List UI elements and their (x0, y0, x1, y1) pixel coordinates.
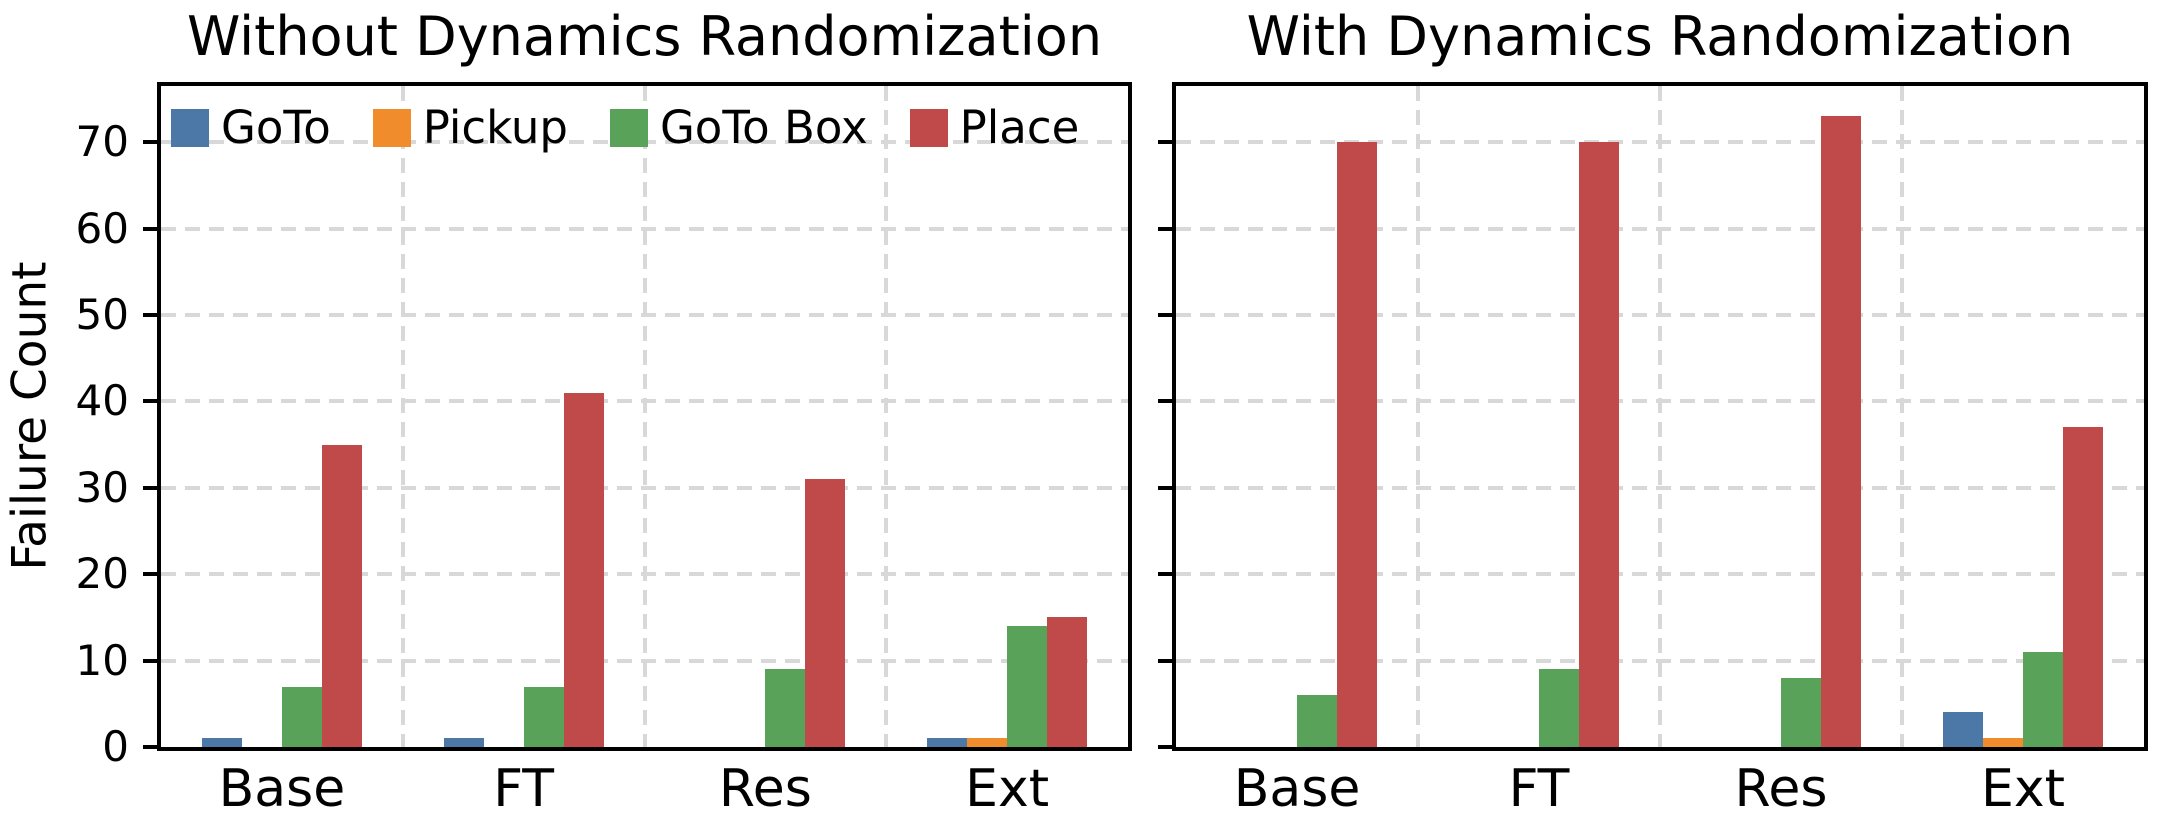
bar-place-ext (1047, 617, 1088, 747)
y-tick-label: 30 (75, 462, 129, 512)
bar-goto-box-res (765, 669, 806, 747)
bar-place-ft (1579, 142, 1619, 747)
y-tick-label: 50 (75, 289, 129, 339)
y-tick (143, 140, 157, 145)
bar-goto-ext (1943, 712, 1983, 747)
plot-area-left: 0 10 20 30 40 50 60 70 GoTo Pickup GoTo Box Place (76, 82, 1132, 768)
legend-swatch-goto (171, 109, 209, 147)
legend-swatch-place (909, 109, 948, 147)
legend-swatch-pickup (372, 109, 411, 147)
y-tick-label: 0 (102, 722, 129, 771)
x-tick-label: Ext (965, 759, 1050, 819)
bar-place-res (805, 479, 846, 747)
y-tick (1158, 745, 1172, 749)
y-tick (1158, 658, 1172, 663)
plot-area-right (1158, 82, 2148, 751)
bar-goto-box-base (1297, 695, 1337, 747)
y-tick (143, 399, 157, 404)
v-gridline (1900, 86, 1904, 747)
bar-goto-ext (927, 738, 968, 747)
x-tick-label: FT (493, 759, 555, 819)
legend-item: Place (909, 101, 1080, 154)
x-tick-label: Res (1734, 759, 1828, 819)
y-tick (143, 658, 157, 663)
legend-item: GoTo (171, 104, 331, 152)
y-tick (1158, 226, 1172, 231)
bar-goto-box-ft (523, 686, 564, 747)
bar-goto-box-ft (1539, 669, 1579, 747)
legend-item: GoTo Box (609, 101, 868, 154)
v-gridline (1416, 86, 1420, 747)
legend-label: GoTo (221, 101, 331, 154)
bar-goto-box-res (1781, 677, 1821, 747)
bar-place-base (321, 444, 362, 747)
legend-item: Pickup (372, 101, 568, 154)
v-gridline (400, 86, 405, 747)
y-tick (1158, 312, 1172, 317)
panel-title-left: Without Dynamics Randomization (186, 5, 1103, 68)
legend-swatch-goto-box (609, 109, 648, 147)
bar-goto-box-ext (1007, 626, 1048, 747)
legend-label: GoTo Box (659, 101, 868, 154)
y-tick (1158, 485, 1172, 490)
x-tick-label: FT (1508, 759, 1570, 819)
y-tick-label: 60 (75, 203, 129, 253)
legend-label: Pickup (422, 101, 568, 154)
x-tick-label: Res (718, 759, 812, 819)
bar-pickup-ext (1983, 738, 2023, 747)
x-tick-label: Base (1233, 759, 1361, 819)
bar-place-ext (2063, 427, 2103, 747)
v-gridline (884, 86, 889, 747)
bar-goto-box-ext (2023, 651, 2063, 747)
bar-goto-box-base (281, 686, 322, 747)
bar-place-ft (563, 392, 604, 747)
bar-goto-ft (443, 738, 484, 747)
y-tick (143, 572, 157, 577)
legend: GoTo Pickup GoTo Box Place (171, 104, 1079, 152)
bar-place-res (1821, 116, 1861, 747)
panel-title-right: With Dynamics Randomization (1246, 5, 2074, 68)
x-tick-label: Ext (1980, 759, 2066, 819)
y-tick-label: 20 (75, 549, 129, 599)
y-tick (143, 312, 157, 317)
y-tick (143, 226, 157, 231)
y-tick-label: 40 (75, 376, 129, 426)
v-gridline (642, 86, 647, 747)
y-tick (143, 745, 157, 749)
y-tick (143, 485, 157, 490)
y-tick (1158, 140, 1172, 145)
bar-pickup-ext (967, 738, 1008, 747)
y-tick-label: 10 (75, 635, 129, 685)
legend-label: Place (959, 101, 1080, 154)
v-gridline (1658, 86, 1662, 747)
y-tick (1158, 572, 1172, 577)
bar-goto-base (201, 738, 242, 747)
bar-place-base (1337, 142, 1377, 747)
x-tick-label: Base (218, 759, 346, 819)
y-tick (1158, 399, 1172, 404)
y-tick-label: 70 (75, 117, 129, 167)
